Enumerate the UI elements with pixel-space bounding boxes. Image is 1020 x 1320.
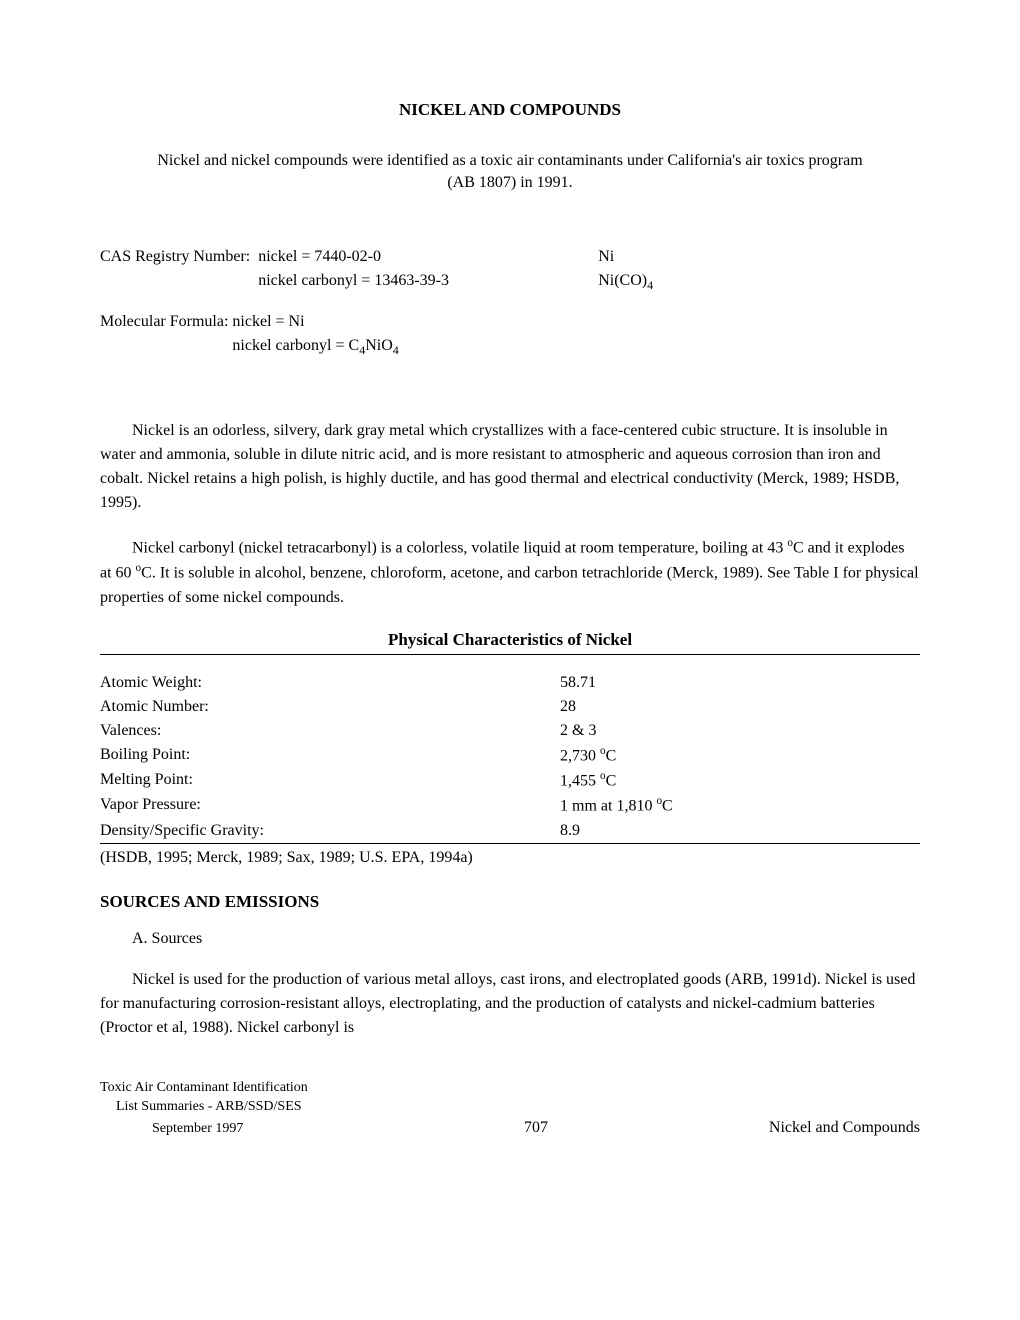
prop-value: 8.9 — [560, 819, 920, 843]
molecular-label: Molecular Formula: — [100, 310, 232, 334]
table-title: Physical Characteristics of Nickel — [100, 630, 920, 655]
table-row: Melting Point: 1,455 oC — [100, 768, 920, 793]
page-footer: Toxic Air Contaminant Identification Lis… — [100, 1078, 920, 1140]
footer-bottom-row: September 1997 707 Nickel and Compounds — [100, 1117, 920, 1139]
cas-value-2: nickel carbonyl = 13463-39-3 — [258, 269, 598, 294]
properties-table: Atomic Weight: 58.71 Atomic Number: 28 V… — [100, 671, 920, 844]
footer-page-number: 707 — [432, 1117, 640, 1139]
section-heading: SOURCES AND EMISSIONS — [100, 892, 920, 912]
molecular-value-1: nickel = Ni — [232, 310, 304, 334]
cas-value-1: nickel = 7440-02-0 — [258, 245, 598, 269]
cas-row-1: CAS Registry Number: nickel = 7440-02-0 … — [100, 245, 920, 269]
prop-value: 28 — [560, 695, 920, 719]
intro-text: Nickel and nickel compounds were identif… — [150, 150, 870, 195]
prop-label: Vapor Pressure: — [100, 793, 560, 818]
paragraph-3: Nickel is used for the production of var… — [100, 968, 920, 1040]
molecular-row-2: Molecular Formula: nickel carbonyl = C4N… — [100, 334, 920, 359]
table-row: Vapor Pressure: 1 mm at 1,810 oC — [100, 793, 920, 818]
molecular-value-2: nickel carbonyl = C4NiO4 — [232, 334, 398, 359]
prop-value: 2 & 3 — [560, 719, 920, 743]
cas-formula-1: Ni — [598, 245, 718, 269]
footer-line-2: List Summaries - ARB/SSD/SES — [100, 1097, 920, 1117]
footer-date: September 1997 — [100, 1119, 432, 1139]
document-title: NICKEL AND COMPOUNDS — [100, 100, 920, 120]
table-row: Valences: 2 & 3 — [100, 719, 920, 743]
prop-value: 1,455 oC — [560, 768, 920, 793]
paragraph-1: Nickel is an odorless, silvery, dark gra… — [100, 419, 920, 515]
prop-label: Density/Specific Gravity: — [100, 819, 560, 843]
footer-line-1: Toxic Air Contaminant Identification — [100, 1078, 920, 1098]
molecular-formula-section: Molecular Formula: nickel = Ni Molecular… — [100, 310, 920, 359]
table-row: Atomic Weight: 58.71 — [100, 671, 920, 695]
prop-value: 2,730 oC — [560, 743, 920, 768]
cas-row-2: CAS Registry Number: nickel carbonyl = 1… — [100, 269, 920, 294]
paragraph-2: Nickel carbonyl (nickel tetracarbonyl) i… — [100, 535, 920, 610]
table-row: Atomic Number: 28 — [100, 695, 920, 719]
prop-label: Atomic Weight: — [100, 671, 560, 695]
prop-label: Boiling Point: — [100, 743, 560, 768]
cas-registry-section: CAS Registry Number: nickel = 7440-02-0 … — [100, 245, 920, 294]
table-citation: (HSDB, 1995; Merck, 1989; Sax, 1989; U.S… — [100, 846, 920, 870]
sub-heading: A. Sources — [132, 930, 920, 948]
prop-value: 1 mm at 1,810 oC — [560, 793, 920, 818]
table-row: Density/Specific Gravity: 8.9 — [100, 819, 920, 844]
footer-compound-name: Nickel and Compounds — [640, 1117, 920, 1139]
cas-formula-2: Ni(CO)4 — [598, 269, 718, 294]
molecular-row-1: Molecular Formula: nickel = Ni — [100, 310, 920, 334]
prop-label: Valences: — [100, 719, 560, 743]
table-row: Boiling Point: 2,730 oC — [100, 743, 920, 768]
cas-label: CAS Registry Number: — [100, 245, 258, 269]
page-container: NICKEL AND COMPOUNDS Nickel and nickel c… — [0, 0, 1020, 1179]
prop-label: Melting Point: — [100, 768, 560, 793]
prop-label: Atomic Number: — [100, 695, 560, 719]
prop-value: 58.71 — [560, 671, 920, 695]
